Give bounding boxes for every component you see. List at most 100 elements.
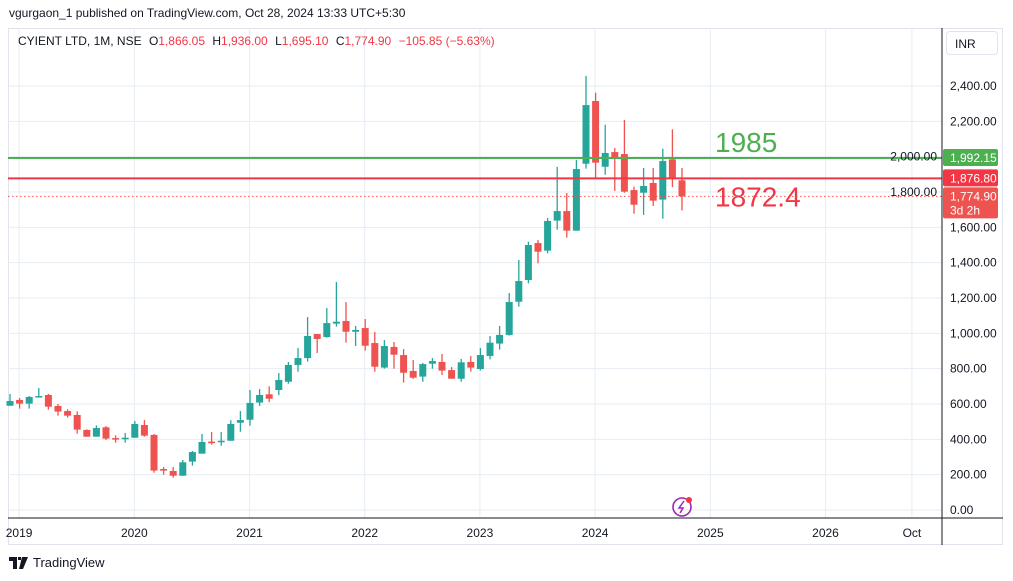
candle-body — [284, 364, 292, 382]
candle-body — [44, 394, 52, 407]
candle — [294, 347, 302, 372]
candle-body — [304, 335, 312, 359]
candle-body — [188, 452, 196, 462]
candle-body — [265, 394, 273, 399]
y-tick-label: 2,000.00 — [890, 150, 937, 164]
candle-body — [179, 462, 187, 476]
candle — [601, 124, 609, 175]
candle — [582, 75, 590, 169]
candle-body — [505, 302, 513, 335]
tradingview-logo[interactable]: TradingView — [9, 555, 105, 570]
candle — [352, 325, 360, 347]
chart-frame — [8, 28, 1003, 545]
candle — [160, 467, 168, 475]
candle-body — [150, 434, 158, 471]
candle — [342, 302, 350, 343]
candle — [92, 425, 100, 437]
x-tick-label: 2026 — [812, 526, 839, 540]
candle — [361, 319, 369, 351]
candle — [323, 308, 331, 338]
horizontal-lines: 1985 1872.4 — [8, 127, 942, 212]
candle-body — [169, 470, 177, 476]
low-value: 1,695.10 — [281, 34, 329, 48]
candle-body — [246, 402, 254, 420]
candle — [630, 186, 638, 214]
candle-body — [419, 364, 427, 377]
tradingview-logo-icon — [9, 556, 28, 569]
candle-body — [467, 361, 475, 368]
candle-body — [563, 211, 571, 231]
low-label: L — [275, 34, 282, 48]
candle — [515, 260, 523, 307]
green-level-annotation: 1985 — [715, 127, 777, 158]
candle — [332, 281, 340, 327]
candle — [678, 167, 686, 211]
brand-label: TradingView — [33, 555, 105, 570]
candle-body — [678, 180, 686, 197]
candle-body — [323, 323, 331, 338]
gridlines — [8, 28, 942, 518]
close-label: C — [335, 34, 345, 48]
candle — [649, 167, 657, 206]
x-tick-label: 2020 — [121, 526, 148, 540]
candle — [496, 325, 504, 350]
y-tick-label: 1,800.00 — [890, 185, 937, 199]
candle-body — [217, 440, 225, 443]
candle — [313, 334, 321, 353]
candle-body — [592, 101, 600, 163]
candle-body — [620, 154, 628, 192]
candle-body — [601, 152, 609, 167]
x-tick-label: 2023 — [467, 526, 494, 540]
candle-body — [572, 169, 580, 231]
candle — [256, 388, 264, 406]
candle — [467, 355, 475, 372]
candle — [140, 420, 148, 437]
candle-body — [92, 428, 100, 437]
candle — [505, 293, 513, 336]
currency-button[interactable]: INR — [946, 31, 998, 55]
candle-body — [352, 329, 360, 332]
candle — [524, 241, 532, 284]
x-tick-label: 2025 — [697, 526, 724, 540]
candle-body — [131, 423, 139, 438]
candle — [217, 431, 225, 446]
red-price-tag — [943, 169, 998, 187]
candle — [371, 331, 379, 372]
lightning-icon[interactable] — [672, 497, 692, 517]
candle — [64, 409, 72, 418]
candle — [659, 148, 667, 219]
green-price-tag-label: 1,992.15 — [950, 151, 997, 165]
red-price-tag-label: 1,876.80 — [950, 171, 997, 185]
ohlc-legend: CYIENT LTD, 1M, NSE O1,866.05 H1,936.00 … — [18, 34, 499, 48]
candle — [25, 396, 33, 409]
high-value: 1,936.00 — [221, 34, 268, 48]
y-tick-label: 1,400.00 — [950, 256, 997, 270]
candle — [35, 388, 43, 398]
candle — [227, 420, 235, 441]
candle — [198, 434, 206, 454]
y-tick-label: 1,200.00 — [950, 291, 997, 305]
candle — [563, 193, 571, 238]
x-tick-label: 2022 — [351, 526, 378, 540]
symbol-label[interactable]: CYIENT LTD, 1M, NSE — [18, 34, 142, 48]
candle — [592, 92, 600, 179]
candle — [188, 450, 196, 466]
candle-body — [668, 159, 676, 179]
candle — [400, 349, 408, 383]
candle-body — [16, 399, 24, 404]
candle-body — [35, 396, 43, 398]
candle — [275, 373, 283, 396]
candle-body — [476, 355, 484, 370]
candle — [448, 367, 456, 379]
candle-body — [659, 161, 667, 200]
x-tick-label: 2019 — [6, 526, 33, 540]
candle-body — [553, 211, 561, 221]
y-tick-label: 800.00 — [950, 362, 987, 376]
candle-body — [380, 346, 388, 368]
y-tick-label: 600.00 — [950, 397, 987, 411]
candle — [553, 166, 561, 230]
candle — [236, 411, 244, 432]
high-label: H — [212, 34, 222, 48]
